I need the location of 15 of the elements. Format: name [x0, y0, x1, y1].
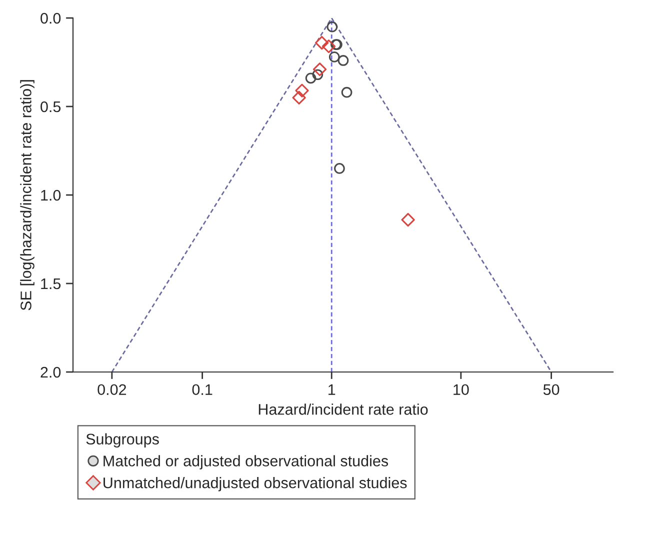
y-tick-label: 0.5	[40, 101, 61, 112]
x-axis-title: Hazard/incident rate ratio	[258, 404, 428, 415]
x-tick-label: 0.02	[98, 384, 126, 396]
legend-label: Matched or adjusted observational studies	[104, 455, 388, 470]
y-tick-label: 0.0	[40, 12, 61, 24]
legend-title: Subgroups	[86, 433, 159, 448]
y-tick-label: 1.5	[41, 278, 61, 290]
x-tick-label: 10	[454, 384, 469, 396]
y-tick-label: 1.0	[41, 190, 61, 201]
legend-label: Unmatched/unadjusted observational studies	[104, 477, 407, 492]
y-tick-label: 2.0	[40, 366, 61, 378]
y-axis-title: SE [log(hazard/incident rate ratio)]	[20, 80, 34, 310]
x-tick-label: 0.1	[192, 384, 212, 396]
x-tick-label: 1	[328, 384, 336, 395]
x-tick-label: 50	[543, 384, 560, 396]
